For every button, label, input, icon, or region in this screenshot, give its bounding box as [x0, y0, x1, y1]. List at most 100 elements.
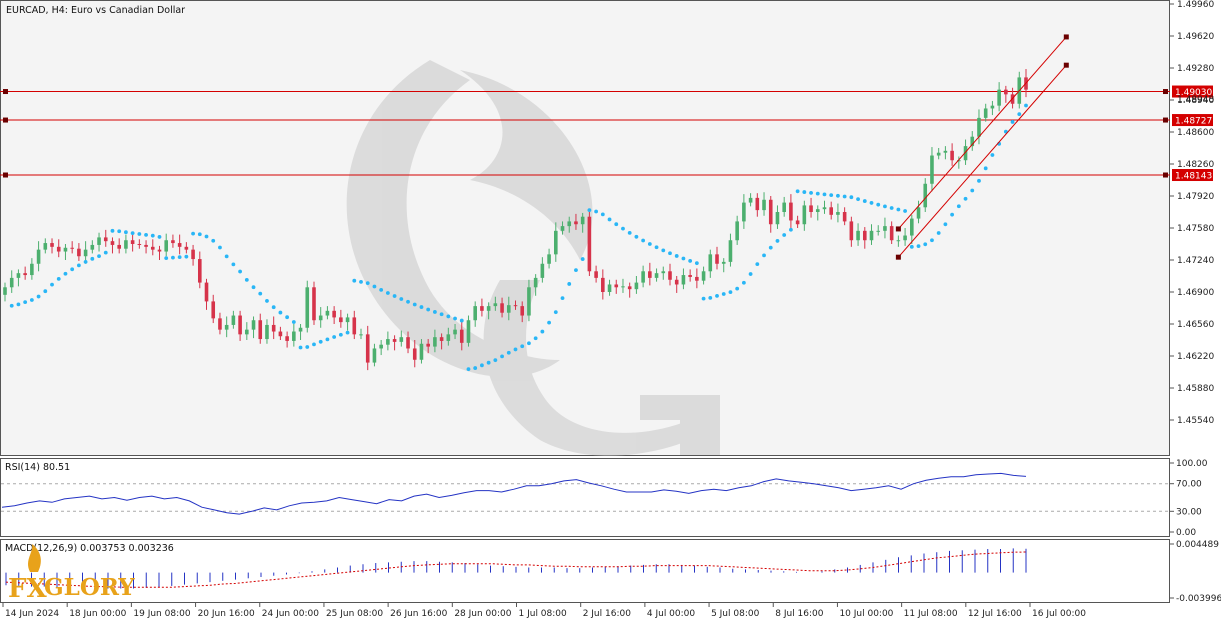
sar-dot: [950, 212, 955, 217]
level-handle-right[interactable]: [1163, 89, 1168, 95]
sar-dot: [144, 232, 148, 237]
candle-body: [547, 254, 551, 264]
candle-body: [117, 244, 121, 249]
sar-dot: [211, 238, 216, 243]
candle-body: [245, 329, 249, 335]
candle-body: [339, 317, 343, 323]
time-tick-label: 11 Jul 08:00: [904, 609, 958, 619]
candle-body: [688, 275, 692, 277]
sar-dot: [352, 278, 357, 283]
sar-dot: [231, 262, 236, 267]
rsi-line: [1, 472, 1027, 515]
sar-dot: [970, 188, 975, 193]
sar-dot: [721, 292, 726, 296]
sar-dot: [385, 291, 390, 295]
sar-dot: [90, 256, 95, 261]
level-handle-right[interactable]: [1163, 172, 1168, 178]
candle-body: [795, 220, 800, 225]
level-handle-right[interactable]: [1163, 117, 1168, 123]
flame-icon: [28, 544, 41, 572]
time-axis: 14 Jun 2024 18 Jun 00:00 19 Jun 08:00 20 Ju…: [2, 603, 1086, 619]
sar-dot: [701, 296, 706, 301]
candle-body: [332, 310, 336, 318]
sar-dot: [668, 251, 672, 256]
sar-dot: [258, 291, 263, 296]
rsi-panel-frame: [0, 458, 1170, 537]
macd-tick-label: -0.003996: [1176, 594, 1221, 604]
sar-dot: [916, 244, 921, 249]
time-tick-label: 4 Jul 00:00: [647, 609, 696, 619]
time-tick-label: 26 Jun 16:00: [390, 609, 447, 619]
candle-body: [23, 273, 27, 276]
candle-body: [271, 324, 276, 332]
sar-dot: [171, 255, 175, 260]
sar-dot: [533, 336, 538, 341]
candle-body: [191, 249, 195, 260]
sar-dot: [473, 366, 478, 370]
channel-lower-line-handle[interactable]: [1063, 62, 1069, 68]
sar-dot: [379, 287, 384, 292]
sar-dot: [419, 305, 424, 309]
candle-body: [574, 221, 578, 225]
sar-dot: [271, 305, 276, 310]
sar-dot: [466, 367, 471, 372]
sar-dot: [883, 204, 887, 209]
time-tick-label: 14 Jun 2024: [5, 609, 59, 619]
sar-dot: [291, 320, 296, 324]
candle-body: [318, 315, 323, 321]
candle-body: [1004, 89, 1008, 95]
candle-body: [789, 202, 793, 221]
sar-dot: [560, 296, 565, 300]
price-tick-label: 1.48260: [1177, 160, 1214, 170]
sar-dot: [547, 320, 551, 325]
level-handle-left[interactable]: [3, 172, 8, 178]
candle-body: [970, 136, 975, 147]
channel-upper-line[interactable]: [897, 36, 1067, 230]
candle-body: [486, 306, 491, 311]
sar-dot: [63, 271, 68, 276]
candle-body: [500, 303, 504, 313]
candle-body: [930, 155, 934, 184]
price-tick-label: 1.47580: [1177, 224, 1214, 234]
level-handle-left[interactable]: [3, 117, 8, 123]
price-tick-label: 1.46560: [1177, 320, 1214, 330]
sar-dot: [862, 199, 867, 203]
sar-dot: [574, 268, 578, 273]
channel-lower-line-handle[interactable]: [895, 254, 901, 260]
candle-body: [493, 303, 498, 307]
sar-dot: [741, 280, 746, 285]
level-handle-left[interactable]: [3, 89, 8, 95]
candle-body: [916, 207, 921, 219]
rsi-tick-label: 0.00: [1176, 528, 1196, 538]
candle-body: [856, 230, 860, 241]
candle-body: [446, 334, 451, 341]
sar-dot: [836, 193, 840, 198]
channel-lower-line[interactable]: [897, 64, 1067, 258]
candle-body: [990, 105, 995, 109]
candle-body: [997, 89, 1001, 106]
sar-dot: [1017, 112, 1022, 117]
candle-body: [668, 271, 672, 280]
sar-dot: [506, 350, 511, 355]
time-tick-label: 16 Jul 00:00: [1032, 609, 1086, 619]
sar-dot: [184, 254, 189, 259]
sar-dot: [359, 280, 363, 284]
channel-upper-line-handle[interactable]: [895, 226, 901, 232]
level-price-label: 1.48727: [1175, 117, 1212, 127]
rsi-title: RSI(14) 80.51: [5, 462, 70, 473]
sar-dot: [923, 242, 928, 247]
candle-body: [842, 212, 847, 222]
candle-body: [910, 218, 914, 236]
sar-dot: [345, 330, 350, 335]
candle-body: [567, 221, 572, 227]
channel-upper-line-handle[interactable]: [1063, 34, 1069, 40]
sar-dot: [298, 345, 303, 350]
candle-body: [903, 235, 907, 241]
price-tick-label: 1.46900: [1177, 288, 1214, 298]
level-price-label: 1.49030: [1175, 88, 1212, 98]
candle-body: [278, 331, 283, 337]
price-tick-label: 1.48940: [1177, 96, 1214, 106]
sar-dot: [1024, 103, 1028, 108]
